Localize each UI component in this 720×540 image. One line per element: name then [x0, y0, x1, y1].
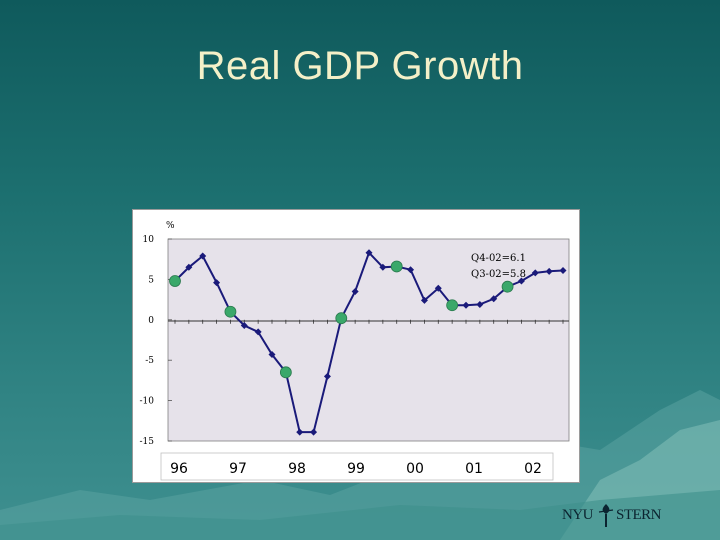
data-point	[559, 267, 567, 275]
highlight-point	[279, 366, 292, 379]
data-point	[490, 295, 498, 303]
chart-frame: % 10 5 0 -5 -10 -15 96 97 98 99 00 01 02 Q4-02=6.1 …	[132, 209, 580, 483]
y-tick-label: -15	[140, 437, 155, 447]
data-point	[310, 428, 318, 436]
year-label: 96	[170, 461, 188, 477]
data-point	[351, 288, 359, 296]
slide-title: Real GDP Growth	[196, 44, 524, 88]
data-point	[199, 252, 207, 260]
highlight-point	[446, 299, 459, 312]
highlight-point	[335, 312, 348, 325]
data-point	[517, 277, 525, 285]
torch-icon	[598, 504, 614, 527]
year-label: 99	[347, 461, 365, 477]
year-label: 97	[229, 461, 247, 477]
data-point	[213, 279, 221, 287]
year-label-box	[160, 452, 554, 481]
y-tick-label: 5	[148, 275, 154, 285]
year-label: 00	[406, 461, 424, 477]
data-point	[420, 296, 428, 304]
highlight-point	[169, 275, 181, 287]
logo-stern-text: STERN	[616, 507, 662, 523]
data-point	[323, 372, 331, 380]
data-point	[240, 321, 248, 329]
data-point	[476, 300, 484, 308]
y-tick-label: 10	[143, 235, 155, 245]
data-point	[365, 249, 373, 257]
plot-area	[167, 238, 570, 442]
data-point	[531, 269, 539, 277]
annotation-q4-02: Q4-02=6.1	[471, 253, 526, 264]
data-point	[462, 301, 470, 309]
y-unit-label: %	[166, 221, 175, 231]
data-point	[268, 351, 276, 359]
data-point	[545, 267, 553, 275]
year-label: 98	[288, 461, 306, 477]
y-tick-label: 0	[148, 316, 154, 326]
year-label: 02	[524, 461, 542, 477]
y-tick-label: -10	[140, 397, 155, 407]
logo-nyu-text: NYU	[562, 507, 594, 523]
annotation-q3-02: Q3-02=5.8	[471, 269, 526, 280]
data-point	[296, 428, 304, 436]
highlight-point	[224, 305, 237, 318]
y-tick-label: -5	[145, 356, 154, 366]
year-label: 01	[465, 461, 483, 477]
mountain-decoration	[0, 390, 720, 540]
data-point	[254, 328, 262, 336]
highlight-point	[390, 260, 403, 273]
data-point	[185, 263, 193, 271]
nyu-stern-logo: NYU STERN	[562, 500, 678, 530]
data-point	[379, 263, 387, 271]
data-point	[407, 266, 415, 274]
data-point	[434, 284, 442, 292]
highlight-point	[501, 280, 514, 293]
